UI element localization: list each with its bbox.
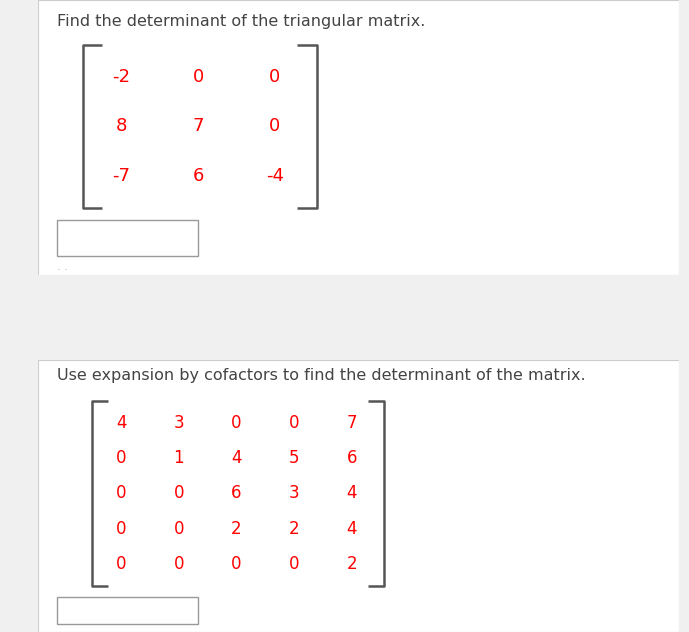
Text: -4: -4	[266, 167, 284, 185]
Text: 0: 0	[174, 520, 184, 538]
Text: 6: 6	[232, 484, 242, 502]
Text: -7: -7	[112, 167, 130, 185]
Text: 4: 4	[232, 449, 242, 467]
Text: 6: 6	[192, 167, 204, 185]
Text: 0: 0	[289, 414, 300, 432]
Text: 2: 2	[347, 555, 357, 573]
FancyBboxPatch shape	[38, 0, 679, 275]
Text: 0: 0	[174, 555, 184, 573]
Text: 2: 2	[289, 520, 300, 538]
Text: 3: 3	[289, 484, 300, 502]
Text: 7: 7	[347, 414, 357, 432]
Text: 0: 0	[116, 520, 127, 538]
Text: Find the determinant of the triangular matrix.: Find the determinant of the triangular m…	[57, 14, 426, 28]
Bar	[57, 597, 198, 624]
Text: 0: 0	[116, 484, 127, 502]
FancyBboxPatch shape	[38, 360, 679, 632]
Text: 0: 0	[116, 449, 127, 467]
Text: 4: 4	[347, 520, 357, 538]
Text: Use expansion by cofactors to find the determinant of the matrix.: Use expansion by cofactors to find the d…	[57, 368, 586, 384]
Text: 5: 5	[289, 449, 300, 467]
Text: 2: 2	[232, 520, 242, 538]
Text: 0: 0	[192, 68, 204, 86]
Text: 8: 8	[116, 118, 127, 135]
Text: . .: . .	[57, 262, 68, 272]
Text: 4: 4	[116, 414, 127, 432]
Bar	[57, 220, 198, 256]
Text: 0: 0	[116, 555, 127, 573]
Text: 0: 0	[232, 555, 242, 573]
Text: 6: 6	[347, 449, 357, 467]
Text: 0: 0	[232, 414, 242, 432]
Text: 0: 0	[269, 68, 280, 86]
Text: 3: 3	[174, 414, 184, 432]
Text: 1: 1	[174, 449, 184, 467]
Text: 0: 0	[289, 555, 300, 573]
Text: 4: 4	[347, 484, 357, 502]
Text: 0: 0	[174, 484, 184, 502]
Text: -2: -2	[112, 68, 130, 86]
Text: 0: 0	[269, 118, 280, 135]
Text: 7: 7	[192, 118, 204, 135]
